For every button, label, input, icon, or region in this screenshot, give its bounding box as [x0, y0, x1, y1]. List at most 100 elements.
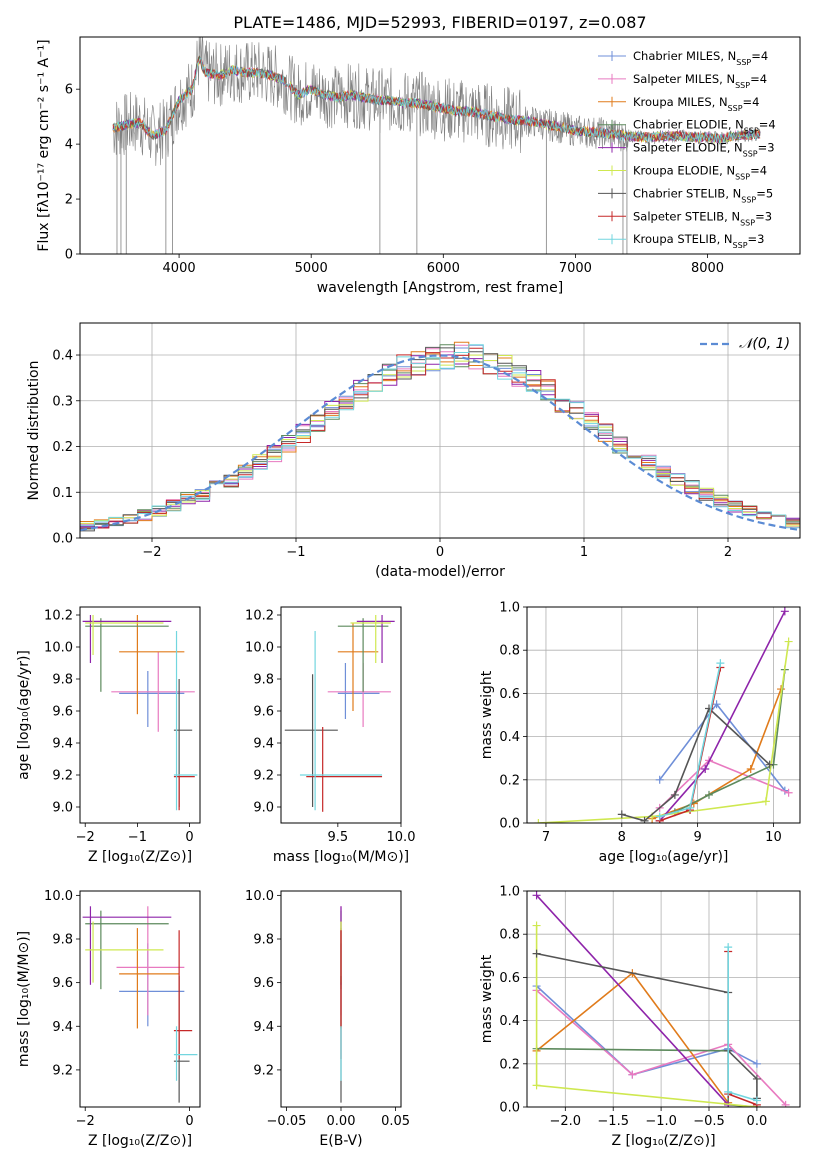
y-axis-label: Flux [fλ10⁻¹⁷ erg cm⁻² s⁻¹ A⁻¹] — [36, 39, 52, 251]
y-tick-label: 0.0 — [52, 532, 73, 547]
x-axis-label: (data-model)/error — [375, 564, 505, 580]
mass-weight-marker — [705, 790, 713, 799]
y-tick-label: 0.0 — [499, 817, 520, 832]
mass-weight-marker — [686, 803, 695, 812]
y-tick-label: 9.4 — [253, 737, 274, 752]
gaussian-legend-label: 𝒩(0, 1) — [739, 336, 790, 352]
massweight-vs-age-frame — [526, 606, 801, 824]
x-tick-label: 0.05 — [381, 1114, 410, 1129]
mass-vs-Z-frame — [79, 890, 201, 1108]
x-tick-label: 9 — [693, 830, 701, 845]
age-vs-Z-axes: −2 −1 0 9.0 9.2 9.4 9.6 9.8 10.0 10.2 Z [log₁₀(Z/Z… — [16, 609, 194, 866]
observed-spectrum — [112, 37, 761, 166]
y-tick-label: 9.4 — [253, 1020, 274, 1035]
mass-weight-marker — [701, 765, 710, 773]
legend-entry: Salpeter STELIB, NSSP=3 — [633, 209, 772, 227]
mass-weight-line — [536, 989, 787, 1106]
x-tick-label: 7 — [542, 830, 550, 845]
mass-weight-marker — [532, 921, 541, 930]
histogram-series — [80, 344, 800, 529]
spectrum-axes: 4000 5000 6000 7000 8000 0 2 4 6 wavelength [Angs… — [36, 39, 724, 296]
legend-entry: Kroupa MILES, NSSP=4 — [633, 95, 759, 113]
y-tick-label: 2 — [65, 193, 73, 208]
y-tick-label: 0.6 — [499, 971, 520, 986]
y-tick-label: 0.1 — [52, 486, 73, 501]
y-tick-label: 9.8 — [52, 673, 73, 688]
histogram-frame — [79, 322, 801, 539]
massweight-vs-Z-plot — [532, 891, 790, 1107]
mass-weight-marker — [781, 1100, 790, 1107]
mass-weight-marker — [532, 1081, 541, 1090]
gaussian-curve — [80, 354, 800, 532]
legend-entry: Chabrier MILES, NSSP=4 — [633, 49, 768, 67]
mass-weight-line — [536, 985, 758, 1076]
x-tick-label: 6000 — [427, 261, 460, 276]
legend-entry: Kroupa ELODIE, NSSP=4 — [633, 164, 767, 182]
y-tick-label: 10.2 — [245, 609, 274, 624]
x-axis-label: E(B-V) — [319, 1133, 362, 1149]
y-tick-label: 9.0 — [253, 801, 274, 816]
massweight-vs-Z-axes: −2.0 −1.5 −1.0 −0.5 0.0 0.0 0.2 0.4 0.6 0.8 1.0 Z [… — [479, 885, 800, 1149]
x-tick-label: −0.05 — [267, 1114, 307, 1129]
y-axis-label: mass weight — [479, 670, 495, 759]
spectrum-plot — [112, 37, 761, 254]
age-vs-Z-frame — [79, 606, 201, 824]
x-tick-label: 10.0 — [387, 830, 416, 845]
mass-weight-line — [536, 894, 729, 1106]
y-tick-label: 9.6 — [52, 976, 73, 991]
massweight-vs-age-plot — [534, 607, 793, 823]
mass-weight-line — [538, 641, 790, 823]
y-tick-label: 0.0 — [499, 1101, 520, 1116]
x-tick-label: −2 — [76, 1114, 95, 1129]
x-tick-label: −2.0 — [550, 1114, 582, 1129]
y-tick-label: 0.6 — [499, 687, 520, 702]
x-tick-label: 0 — [185, 1114, 193, 1129]
y-tick-label: 9.0 — [52, 801, 73, 816]
x-tick-label: 10 — [765, 830, 782, 845]
y-tick-label: 9.6 — [253, 976, 274, 991]
histogram-plot — [80, 341, 800, 532]
x-tick-label: −1.0 — [645, 1114, 677, 1129]
age-vs-mass-axes: 9.5 10.0 9.0 9.2 9.4 9.6 9.8 10.0 10.2 mass [log₁… — [245, 609, 415, 866]
y-tick-label: 0.2 — [499, 773, 520, 788]
y-tick-label: 10.0 — [245, 641, 274, 656]
mass-weight-marker — [655, 775, 664, 784]
y-tick-label: 10.0 — [245, 889, 274, 904]
y-axis-label: mass weight — [479, 954, 495, 1043]
x-axis-label: mass [log₁₀(M/M⊙)] — [273, 849, 409, 865]
age-vs-Z-plot — [82, 615, 198, 811]
y-axis-label: age [log₁₀(age/yr)] — [16, 650, 32, 780]
x-tick-label: 5000 — [295, 261, 328, 276]
y-tick-label: 9.8 — [52, 933, 73, 948]
x-tick-label: 9.5 — [327, 830, 348, 845]
mass-weight-marker — [752, 1059, 761, 1068]
x-tick-label: −1.5 — [597, 1114, 629, 1129]
mass-weight-marker — [746, 765, 755, 773]
y-tick-label: 9.8 — [253, 933, 274, 948]
x-tick-label: 0.0 — [747, 1114, 768, 1129]
mass-weight-marker — [752, 1074, 761, 1083]
x-tick-label: 1 — [580, 545, 588, 560]
mass-vs-EBV-frame — [280, 890, 402, 1108]
model-fit-line — [112, 57, 761, 145]
y-tick-label: 9.2 — [253, 769, 274, 784]
y-tick-label: 9.4 — [52, 737, 73, 752]
y-tick-label: 10.0 — [44, 889, 73, 904]
mass-weight-marker — [532, 949, 541, 958]
mass-weight-marker — [724, 1087, 733, 1096]
y-tick-label: 0.4 — [499, 730, 520, 745]
mass-weight-marker — [724, 943, 733, 952]
y-tick-label: 1.0 — [499, 885, 520, 900]
histogram-series — [80, 347, 800, 529]
y-tick-label: 9.8 — [253, 673, 274, 688]
x-tick-label: −2 — [76, 830, 95, 845]
x-tick-label: −1 — [286, 545, 305, 560]
x-tick-label: 0.00 — [327, 1114, 356, 1129]
y-tick-label: 9.4 — [52, 1020, 73, 1035]
y-tick-label: 0.2 — [499, 1057, 520, 1072]
y-tick-label: 0.3 — [52, 394, 73, 409]
legend-entry: Salpeter MILES, NSSP=4 — [633, 72, 767, 90]
x-tick-label: −0.5 — [693, 1114, 725, 1129]
y-tick-label: 9.2 — [52, 1063, 73, 1078]
